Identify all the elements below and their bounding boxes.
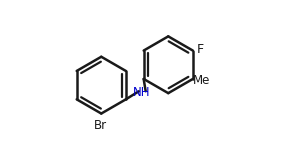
Text: NH: NH: [133, 86, 151, 99]
Text: Br: Br: [94, 119, 107, 132]
Text: F: F: [197, 43, 204, 56]
Text: Me: Me: [193, 74, 210, 87]
